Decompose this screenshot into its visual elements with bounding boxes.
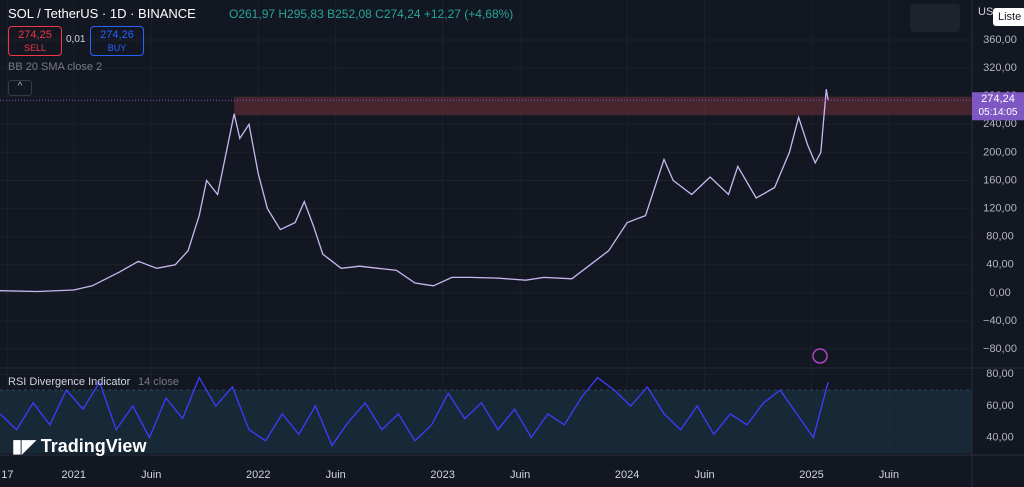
y-tick-label: 320,00 bbox=[983, 62, 1017, 74]
ohlc: O261,97 H295,83 B252,08 C274,24 +12,27 (… bbox=[229, 7, 513, 21]
currency[interactable]: US bbox=[978, 6, 994, 18]
x-tick-label: 2025 bbox=[799, 469, 823, 481]
series-line bbox=[0, 376, 829, 447]
buy-button[interactable]: 274,26 BUY bbox=[90, 26, 144, 56]
close: C274,24 bbox=[375, 7, 421, 21]
last-price-box bbox=[972, 92, 1024, 121]
open: O261,97 bbox=[229, 7, 276, 21]
rsi-band bbox=[0, 390, 972, 454]
x-tick-label: Juin bbox=[879, 469, 899, 481]
indicator-legend[interactable]: BB 20 SMA close 2 bbox=[8, 61, 103, 73]
spread: 0,01 bbox=[66, 34, 86, 45]
logo-text: TradingView bbox=[40, 436, 147, 456]
sell-label: SELL bbox=[23, 43, 47, 53]
alert-icon bbox=[812, 348, 828, 364]
buy-price: 274,26 bbox=[100, 29, 134, 41]
last-price-label: 274,24 bbox=[981, 93, 1015, 105]
y-tick-label: 160,00 bbox=[983, 174, 1017, 186]
y-tick-label: −80,00 bbox=[983, 343, 1017, 355]
price-axis bbox=[972, 0, 1024, 487]
x-tick-label: 2024 bbox=[615, 469, 639, 481]
menu-button[interactable] bbox=[910, 4, 960, 32]
high: H295,83 bbox=[278, 7, 324, 21]
y-tick-label: −40,00 bbox=[983, 315, 1017, 327]
logo: ▮◤ TradingView bbox=[12, 436, 147, 456]
x-tick-label: 2021 bbox=[62, 469, 86, 481]
series-line bbox=[0, 89, 829, 293]
sell-button[interactable]: 274,25 SELL bbox=[8, 26, 62, 56]
y-tick-label: 40,00 bbox=[986, 259, 1014, 271]
y-tick-label: 360,00 bbox=[983, 34, 1017, 46]
y-tick-label: 60,00 bbox=[986, 400, 1014, 412]
x-tick-label: 2022 bbox=[246, 469, 270, 481]
y-tick-label: 0,00 bbox=[989, 287, 1010, 299]
x-tick-label: Juin bbox=[141, 469, 161, 481]
y-tick-label: 120,00 bbox=[983, 202, 1017, 214]
symbol[interactable]: SOL / TetherUS · 1D · BINANCE bbox=[8, 6, 196, 21]
sell-price: 274,25 bbox=[18, 29, 52, 41]
countdown: 05:14:05 bbox=[979, 107, 1018, 118]
indicator-params: 14 close bbox=[138, 376, 179, 388]
x-tick-label: 17 bbox=[1, 469, 13, 481]
y-tick-label: 80,00 bbox=[986, 368, 1014, 380]
x-tick-label: Juin bbox=[326, 469, 346, 481]
x-tick-label: Juin bbox=[694, 469, 714, 481]
low: B252,08 bbox=[327, 7, 372, 21]
indicator-title: RSI Divergence Indicator bbox=[8, 376, 131, 388]
collapse-button[interactable]: ^ bbox=[8, 80, 32, 96]
x-tick-label: Juin bbox=[510, 469, 530, 481]
change: +12,27 (+4,68%) bbox=[423, 7, 514, 21]
y-tick-label: 240,00 bbox=[983, 118, 1017, 130]
y-tick-label: 200,00 bbox=[983, 146, 1017, 158]
list-tooltip[interactable]: Liste bbox=[993, 8, 1024, 26]
resistance-zone bbox=[234, 96, 973, 116]
buy-label: BUY bbox=[107, 43, 127, 53]
y-tick-label: 80,00 bbox=[986, 231, 1014, 243]
x-tick-label: 2023 bbox=[430, 469, 454, 481]
y-tick-label: 40,00 bbox=[986, 432, 1014, 444]
